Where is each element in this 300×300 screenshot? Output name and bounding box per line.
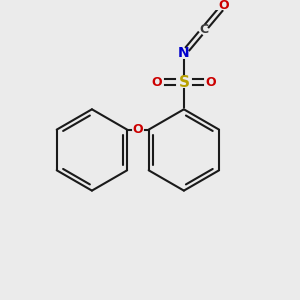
Text: O: O [206, 76, 216, 89]
Text: N: N [178, 46, 190, 60]
Text: O: O [152, 76, 162, 89]
Text: O: O [218, 0, 229, 12]
Text: S: S [178, 75, 189, 90]
Text: C: C [199, 23, 208, 36]
Text: O: O [133, 123, 143, 136]
